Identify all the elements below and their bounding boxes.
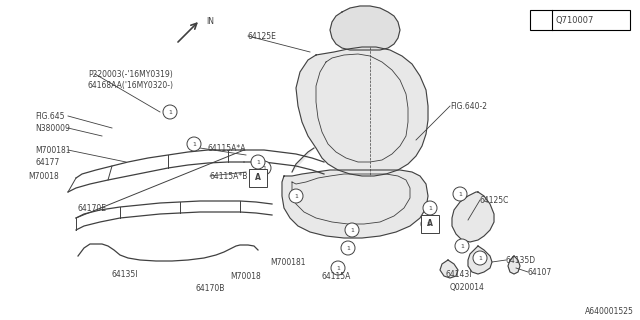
Circle shape — [251, 155, 265, 169]
Text: 64170B: 64170B — [195, 284, 225, 293]
Bar — [421, 215, 439, 233]
Text: A640001525: A640001525 — [585, 307, 634, 316]
Text: 1: 1 — [336, 266, 340, 270]
Bar — [530, 10, 630, 30]
Text: 64170E: 64170E — [78, 204, 107, 213]
Text: 1: 1 — [350, 228, 354, 233]
Text: 1: 1 — [426, 221, 430, 227]
Text: 64168AA('16MY0320-): 64168AA('16MY0320-) — [88, 81, 174, 90]
Text: A: A — [427, 220, 433, 228]
Text: 1: 1 — [428, 205, 432, 211]
Text: 1: 1 — [539, 18, 543, 22]
Polygon shape — [282, 170, 428, 238]
Text: A: A — [255, 173, 261, 182]
Polygon shape — [468, 246, 492, 274]
Text: IN: IN — [206, 18, 214, 27]
Text: 1: 1 — [458, 191, 462, 196]
Text: 1: 1 — [256, 159, 260, 164]
Text: 64125C: 64125C — [480, 196, 509, 205]
Text: 1: 1 — [294, 194, 298, 198]
Text: P220003(-'16MY0319): P220003(-'16MY0319) — [88, 70, 173, 79]
Circle shape — [423, 201, 437, 215]
Bar — [249, 169, 267, 187]
Text: 64115A: 64115A — [322, 272, 351, 281]
Circle shape — [421, 217, 435, 231]
Circle shape — [455, 239, 469, 253]
Text: 64107: 64107 — [528, 268, 552, 277]
Circle shape — [533, 12, 549, 28]
Text: 64125E: 64125E — [248, 32, 277, 41]
Text: 64115A*B: 64115A*B — [210, 172, 248, 181]
Circle shape — [257, 161, 271, 175]
Text: N380009: N380009 — [35, 124, 70, 133]
Polygon shape — [440, 260, 458, 278]
Text: FIG.645: FIG.645 — [35, 112, 65, 121]
Text: 64135I: 64135I — [112, 270, 138, 279]
Polygon shape — [330, 6, 400, 50]
Text: 1: 1 — [168, 109, 172, 115]
Text: 1: 1 — [478, 255, 482, 260]
Text: Q020014: Q020014 — [450, 283, 485, 292]
Text: M700181: M700181 — [35, 146, 70, 155]
Text: 64177: 64177 — [35, 158, 60, 167]
Text: M700181: M700181 — [270, 258, 305, 267]
Circle shape — [289, 189, 303, 203]
Text: 1: 1 — [346, 245, 350, 251]
Polygon shape — [452, 192, 494, 242]
Circle shape — [331, 261, 345, 275]
Text: 1: 1 — [192, 141, 196, 147]
Circle shape — [345, 223, 359, 237]
Text: 64115A*A: 64115A*A — [208, 144, 246, 153]
Text: FIG.640-2: FIG.640-2 — [450, 102, 487, 111]
Circle shape — [163, 105, 177, 119]
Text: M70018: M70018 — [28, 172, 59, 181]
Text: 1: 1 — [460, 244, 464, 249]
Polygon shape — [508, 256, 520, 274]
Text: 1: 1 — [262, 165, 266, 171]
Text: 64143I: 64143I — [446, 270, 472, 279]
Polygon shape — [296, 47, 428, 176]
Text: 64135D: 64135D — [506, 256, 536, 265]
Circle shape — [473, 251, 487, 265]
Circle shape — [341, 241, 355, 255]
Circle shape — [187, 137, 201, 151]
Text: Q710007: Q710007 — [556, 15, 595, 25]
Polygon shape — [292, 148, 314, 172]
Text: M70018: M70018 — [230, 272, 260, 281]
Circle shape — [453, 187, 467, 201]
